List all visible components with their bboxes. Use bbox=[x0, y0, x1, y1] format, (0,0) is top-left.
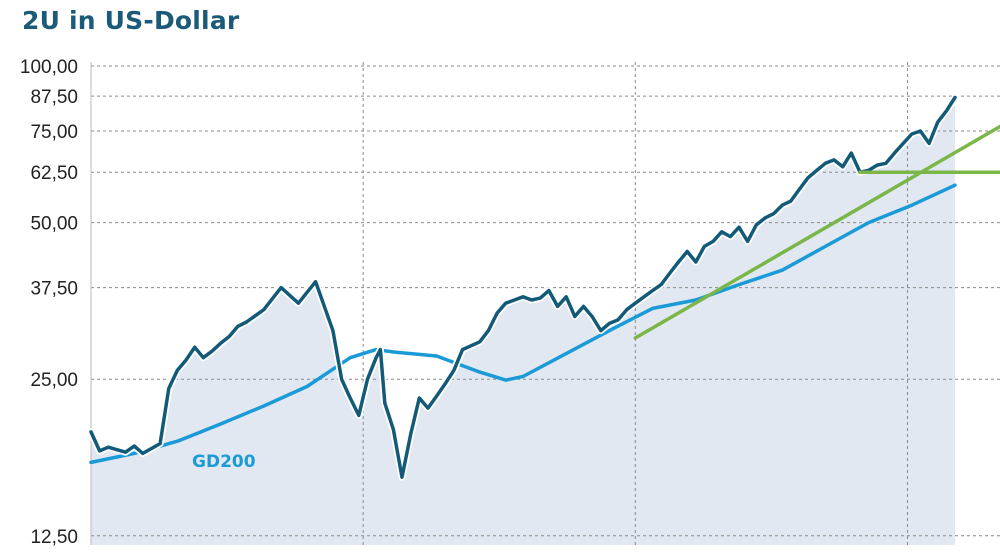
y-tick-label: 25,00 bbox=[30, 370, 78, 391]
gd200-label: GD200 bbox=[192, 452, 256, 472]
y-tick-label: 37,50 bbox=[30, 279, 78, 300]
trend-line bbox=[633, 124, 1000, 340]
y-tick-label: 62,50 bbox=[30, 163, 78, 184]
price-area-fill bbox=[91, 97, 955, 545]
price-line bbox=[89, 95, 957, 479]
y-tick-label: 50,00 bbox=[30, 214, 78, 235]
chart-title: 2U in US-Dollar bbox=[22, 6, 240, 35]
gd200-line bbox=[89, 183, 957, 465]
y-tick-label: 87,50 bbox=[30, 87, 78, 108]
y-tick-label: 12,50 bbox=[30, 527, 78, 548]
y-tick-label: 75,00 bbox=[30, 122, 78, 143]
y-tick-label: 100,00 bbox=[20, 57, 78, 78]
